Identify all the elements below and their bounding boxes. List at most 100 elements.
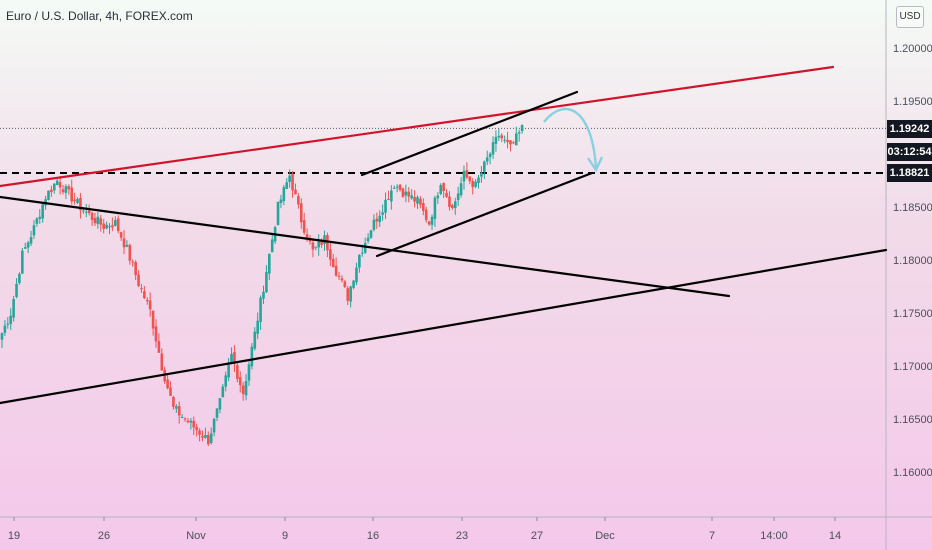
- candle-body: [41, 204, 44, 219]
- y-tick-label: 1.16500: [893, 414, 932, 426]
- candle-body: [177, 406, 181, 416]
- candle-body: [509, 140, 512, 145]
- candle-body: [233, 351, 236, 365]
- candle-body: [236, 365, 239, 379]
- candle-body: [79, 198, 82, 211]
- candle-body: [131, 261, 135, 263]
- x-tick-label: 16: [367, 530, 379, 542]
- candle-body: [372, 219, 376, 230]
- candle-body: [436, 195, 440, 199]
- x-tick-label: 9: [282, 530, 288, 542]
- candle-body: [119, 232, 123, 238]
- candle-body: [514, 133, 518, 146]
- candle-body: [38, 216, 42, 219]
- candle-body: [358, 254, 361, 268]
- channel-top-line[interactable]: [360, 90, 579, 177]
- candle-body: [111, 225, 114, 228]
- candle-body: [433, 197, 437, 219]
- candle-body: [375, 218, 379, 222]
- candle-body: [204, 434, 207, 438]
- countdown-tag: 03:12:54: [887, 143, 932, 161]
- candle-body: [151, 310, 155, 329]
- candle-body: [125, 244, 129, 247]
- candle-body: [268, 253, 271, 274]
- candle-body: [445, 192, 448, 197]
- y-tick-label: 1.19500: [893, 96, 932, 108]
- candle-body: [87, 210, 91, 214]
- projection-arrow[interactable]: [543, 107, 598, 169]
- candle-body: [9, 315, 13, 324]
- candle-body: [93, 217, 97, 224]
- candle-body: [497, 135, 501, 138]
- projection-arrow-head: [587, 156, 604, 173]
- candle-body: [427, 221, 431, 225]
- candle-body: [183, 418, 187, 420]
- candle-body: [67, 186, 71, 190]
- candle-body: [462, 170, 466, 182]
- candle-body: [320, 240, 323, 245]
- candle-body: [366, 237, 370, 242]
- candle-body: [53, 183, 56, 191]
- candle-body: [70, 187, 74, 202]
- candle-body: [241, 385, 245, 395]
- candle-body: [305, 234, 309, 240]
- candle-body: [416, 197, 419, 204]
- candle-body: [314, 246, 318, 248]
- channel-bottom-line[interactable]: [375, 171, 594, 258]
- candle-body: [134, 261, 137, 276]
- candle-body: [299, 203, 303, 223]
- candle-body: [145, 299, 149, 302]
- candle-body: [465, 170, 469, 178]
- candle-body: [390, 190, 393, 202]
- level-tag: 1.18821: [887, 164, 932, 182]
- candle-body: [392, 187, 396, 189]
- x-tick-label: 14: [829, 530, 841, 542]
- candle-body: [448, 196, 451, 207]
- candle-body: [58, 182, 62, 188]
- candle-body: [291, 173, 294, 191]
- candle-body: [317, 241, 321, 248]
- candle-body: [340, 278, 344, 281]
- resistance-line[interactable]: [0, 65, 835, 188]
- candle-body: [500, 135, 504, 139]
- x-tick-label: Nov: [186, 530, 206, 542]
- candle-body: [32, 225, 36, 236]
- currency-button[interactable]: USD: [896, 6, 924, 28]
- candle-body: [276, 201, 280, 226]
- candle-body: [128, 245, 132, 261]
- candle-body: [29, 237, 33, 244]
- candle-body: [218, 398, 222, 410]
- candle-body: [114, 220, 117, 226]
- candle-body: [331, 258, 335, 268]
- candle-body: [169, 387, 172, 396]
- uptrend-line[interactable]: [0, 248, 888, 405]
- candle-body: [18, 273, 21, 284]
- x-tick-label: 23: [456, 530, 468, 542]
- candle-body: [140, 288, 143, 290]
- downtrend-line[interactable]: [0, 195, 731, 298]
- candle-body: [288, 175, 291, 182]
- candle-body: [21, 250, 24, 274]
- candle-body: [244, 380, 248, 396]
- candle-body: [363, 242, 367, 253]
- candle-body: [15, 283, 18, 297]
- candle-body: [279, 199, 283, 203]
- candle-body: [122, 238, 126, 248]
- candle-body: [3, 325, 7, 333]
- candle-body: [47, 190, 50, 200]
- candle-body: [360, 252, 364, 254]
- candle-body: [337, 275, 341, 277]
- candle-body: [483, 161, 486, 172]
- candle-body: [253, 331, 257, 349]
- candle-body: [73, 199, 76, 202]
- candle-body: [451, 205, 454, 209]
- candle-body: [326, 235, 329, 251]
- candle-body: [474, 181, 477, 187]
- y-tick-label: 1.17500: [893, 308, 932, 320]
- candle-body: [477, 177, 480, 184]
- candle-body: [172, 396, 175, 407]
- candle-body: [82, 210, 85, 212]
- candle-body: [265, 272, 268, 293]
- candle-body: [212, 418, 216, 433]
